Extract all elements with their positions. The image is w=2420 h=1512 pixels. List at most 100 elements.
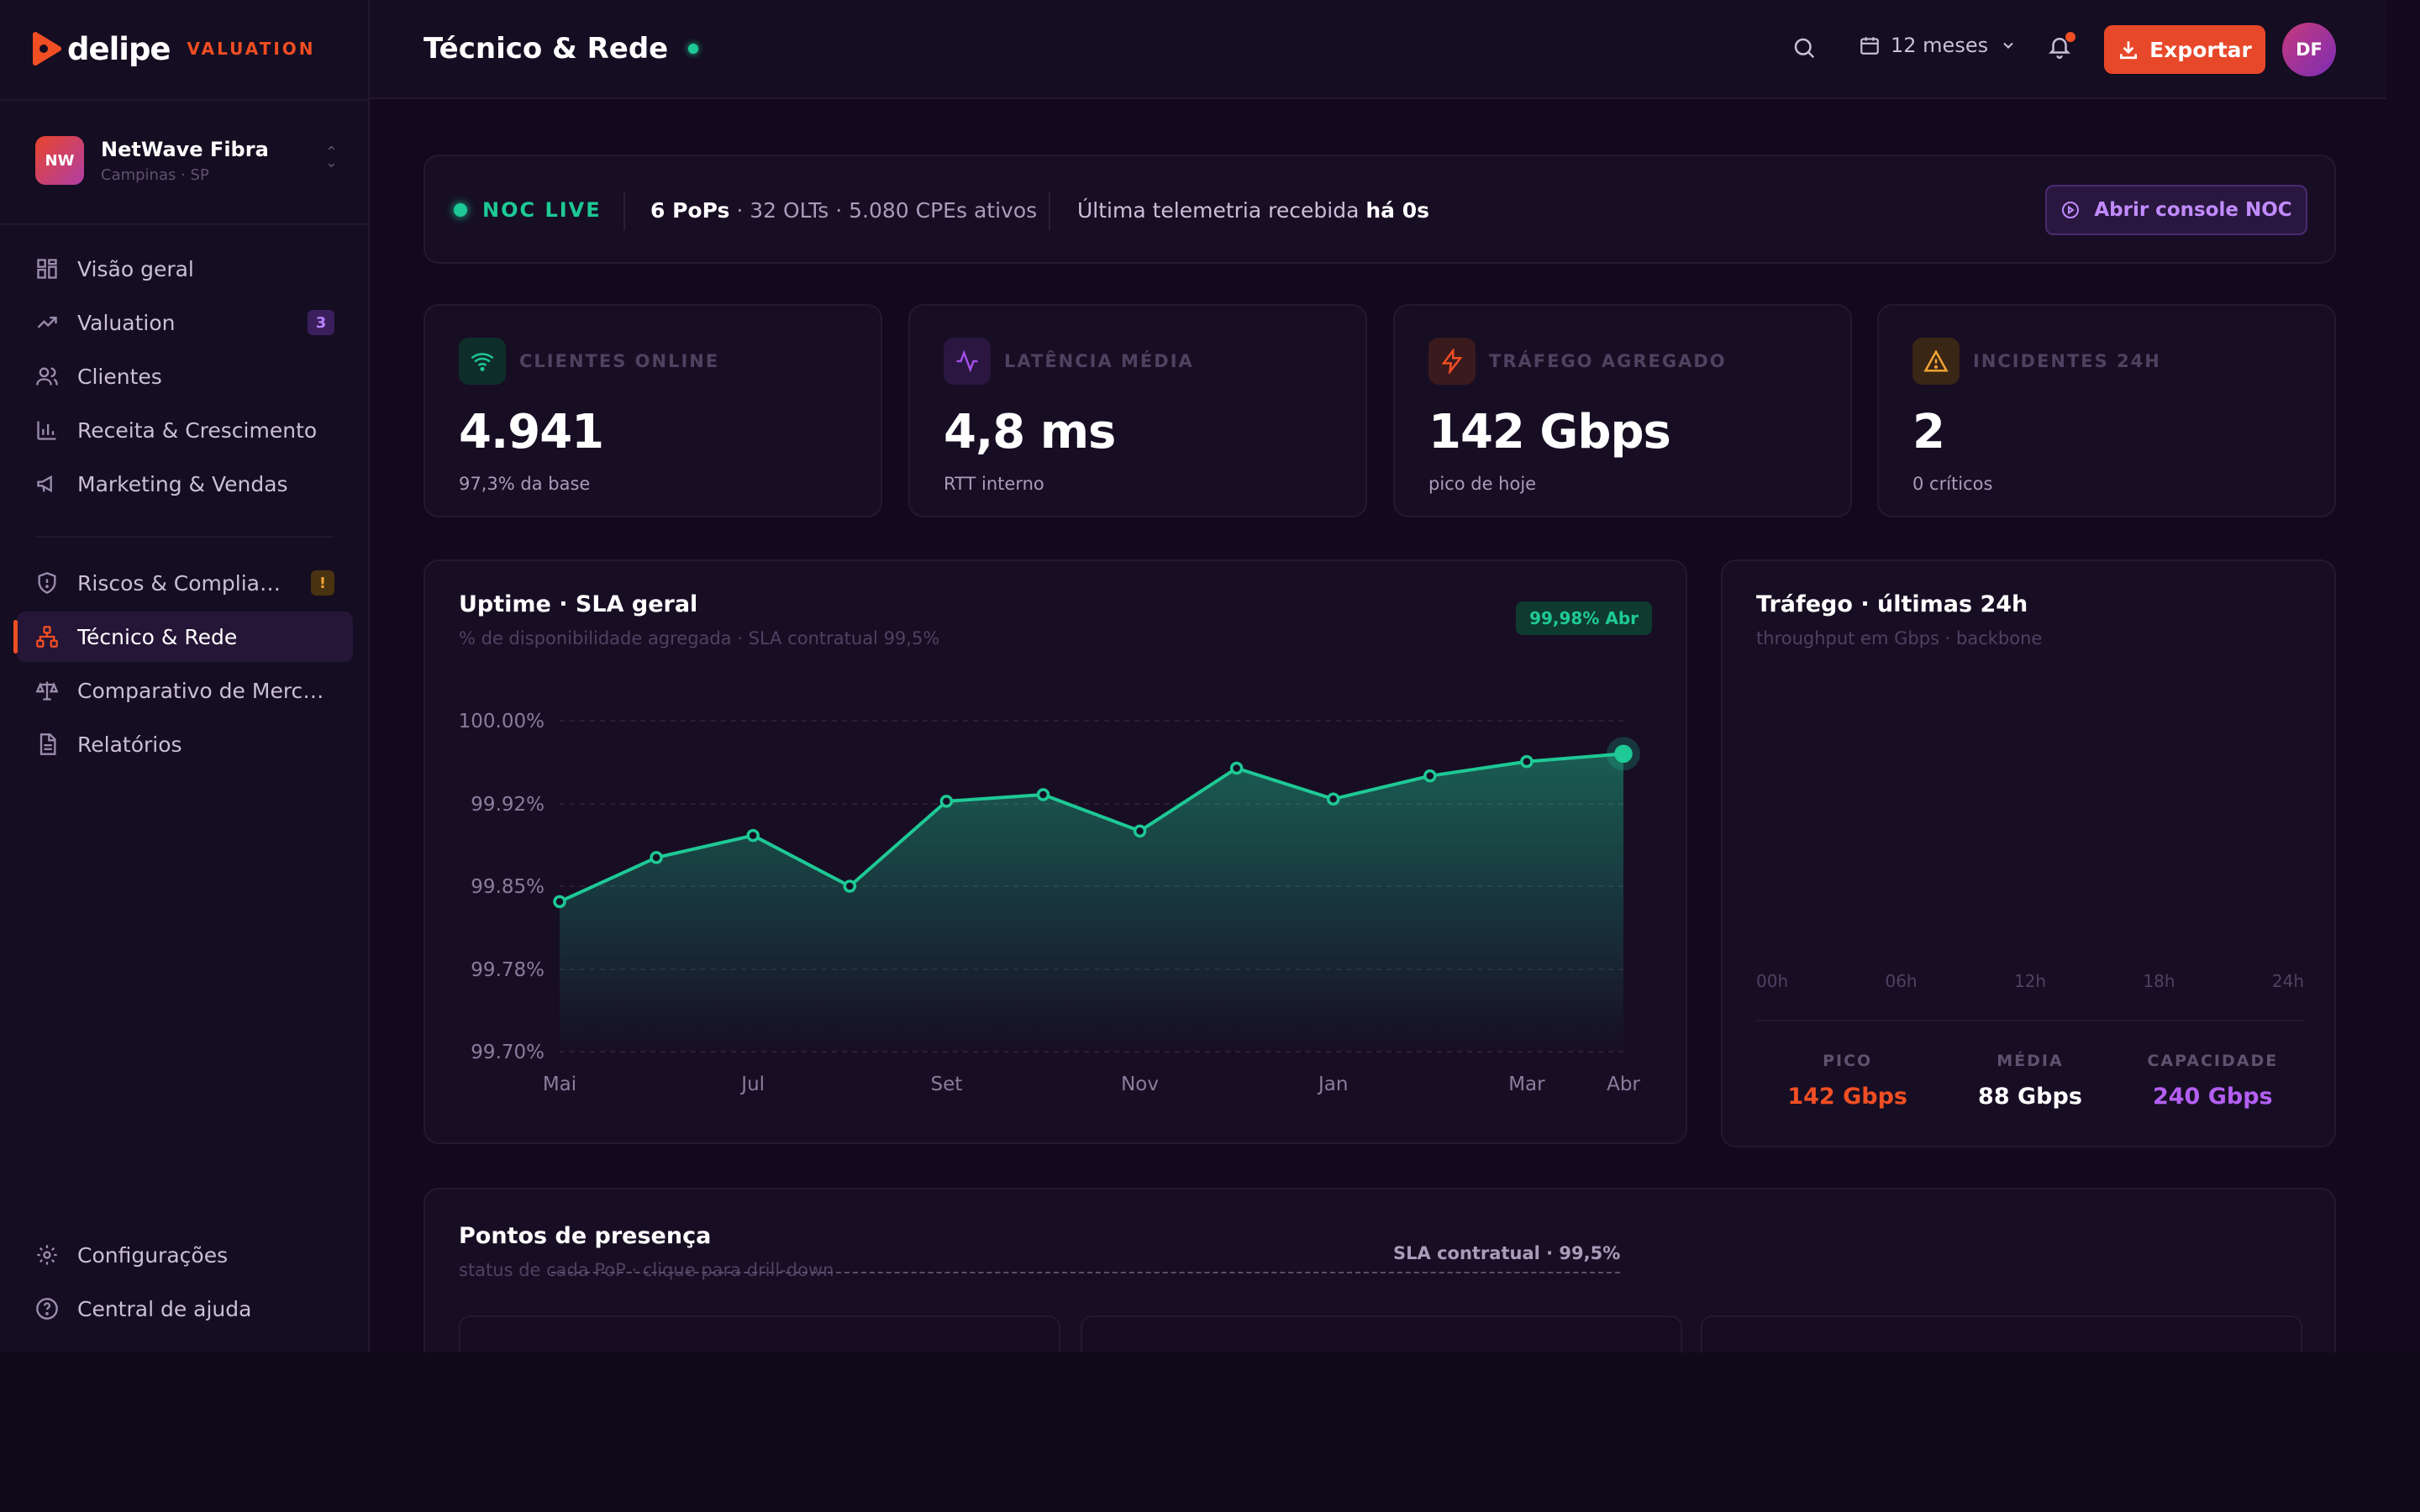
stat-label: MÉDIA: [1996, 1052, 2064, 1070]
export-label: Exportar: [2149, 37, 2252, 62]
bell-icon[interactable]: [2047, 32, 2075, 62]
zap-icon: [1428, 338, 1476, 385]
nav-secondary: Riscos & Compliance ! Técnico & Rede Com…: [13, 558, 353, 773]
wifi-icon: [459, 338, 506, 385]
brand-tag: VALUATION: [187, 39, 316, 59]
network-icon: [34, 623, 60, 650]
kpi-value: 4.941: [459, 405, 604, 459]
live-dot: [454, 203, 467, 217]
nav-item-relatorios[interactable]: Relatórios: [17, 719, 353, 769]
divider: [623, 192, 625, 230]
traffic-card: Tráfego · últimas 24h throughput em Gbps…: [1721, 559, 2336, 1147]
data-point[interactable]: [553, 895, 566, 909]
open-noc-console-button[interactable]: Abrir console NOC: [2045, 185, 2307, 235]
nav-item-riscos[interactable]: Riscos & Compliance !: [17, 558, 353, 608]
uptime-area: [560, 753, 1623, 1052]
pops-subtitle: status de cada PoP · clique para drill-d…: [459, 1260, 834, 1280]
data-point[interactable]: [843, 879, 857, 893]
x-tick-label: Nov: [1121, 1074, 1159, 1095]
noc-status-bar: NOC LIVE 6 PoPs · 32 OLTs · 5.080 CPEs a…: [424, 155, 2336, 264]
notification-dot: [2065, 32, 2075, 42]
nav-item-receita[interactable]: Receita & Crescimento: [17, 405, 353, 455]
download-icon: [2118, 39, 2139, 60]
kpi-sub: 0 críticos: [1912, 474, 1993, 494]
document-icon: [34, 731, 60, 758]
nav-item-marketing[interactable]: Marketing & Vendas: [17, 459, 353, 509]
data-point[interactable]: [1036, 788, 1050, 801]
stat-value: 88 Gbps: [1978, 1084, 2082, 1110]
search-icon[interactable]: [1791, 35, 1817, 64]
trending-up-icon: [34, 309, 60, 336]
org-avatar: NW: [35, 136, 84, 185]
pops-title: Pontos de presença: [459, 1223, 712, 1249]
export-button[interactable]: Exportar: [2104, 25, 2265, 74]
traffic-subtitle: throughput em Gbps · backbone: [1756, 628, 2043, 648]
nav-item-clientes[interactable]: Clientes: [17, 351, 353, 402]
sidebar: delipe VALUATION NW NetWave Fibra Campin…: [0, 0, 370, 1352]
data-point[interactable]: [1614, 744, 1633, 764]
data-point[interactable]: [1423, 769, 1437, 783]
hour-label: 12h: [2013, 971, 2047, 991]
y-tick-label: 99.92%: [471, 794, 544, 816]
nav-item-configuracoes[interactable]: Configurações: [17, 1230, 353, 1280]
nav-item-tecnico-rede[interactable]: Técnico & Rede: [13, 612, 353, 662]
noc-stats-rest: · 32 OLTs · 5.080 CPEs ativos: [729, 198, 1038, 223]
kpi-label: TRÁFEGO AGREGADO: [1489, 351, 1727, 371]
noc-pops: 6 PoPs: [650, 198, 730, 223]
sla-reference-label: SLA contratual · 99,5%: [1393, 1243, 1621, 1263]
org-name: NetWave Fibra: [101, 137, 269, 161]
uptime-chart-card: Uptime · SLA geral % de disponibilidade …: [424, 559, 1687, 1144]
y-tick-label: 100.00%: [459, 711, 544, 732]
app-window: delipe VALUATION NW NetWave Fibra Campin…: [0, 0, 2386, 1416]
hour-label: 06h: [1885, 971, 1918, 991]
nav-label: Comparativo de Mercado: [77, 678, 329, 703]
kpi-card-incidentes: INCIDENTES 24H 2 0 críticos: [1877, 304, 2336, 517]
nav-label: Técnico & Rede: [77, 624, 238, 649]
brand[interactable]: delipe VALUATION: [32, 25, 316, 72]
nav-label: Configurações: [77, 1242, 229, 1268]
period-selector[interactable]: 12 meses: [1859, 34, 2017, 57]
bar-chart-icon: [34, 417, 60, 444]
megaphone-icon: [34, 470, 60, 497]
x-tick-label: Jan: [1317, 1074, 1348, 1095]
divider: [1756, 1020, 2304, 1021]
noc-status: NOC LIVE: [482, 198, 602, 222]
help-icon: [34, 1295, 60, 1322]
kpi-card-trafego: TRÁFEGO AGREGADO 142 Gbps pico de hoje: [1393, 304, 1852, 517]
org-location: Campinas · SP: [101, 165, 209, 184]
divider: [0, 223, 368, 225]
y-tick-label: 99.85%: [471, 876, 544, 898]
nav-label: Valuation: [77, 310, 176, 335]
data-point[interactable]: [939, 795, 954, 808]
data-point[interactable]: [1229, 761, 1244, 775]
org-switcher[interactable]: NW NetWave Fibra Campinas · SP ⌃ ⌄: [35, 133, 338, 188]
gear-icon: [34, 1242, 60, 1268]
nav-main: Visão geral Valuation 3 Clientes Receita…: [17, 244, 353, 512]
activity-icon: [944, 338, 991, 385]
stat-value: 142 Gbps: [1787, 1084, 1907, 1110]
user-avatar[interactable]: DF: [2282, 23, 2336, 76]
shield-icon: [34, 570, 60, 596]
traffic-stat-capacidade: CAPACIDADE 240 Gbps: [2122, 1052, 2304, 1110]
kpi-label: INCIDENTES 24H: [1973, 351, 2161, 371]
nav-item-comparativo[interactable]: Comparativo de Mercado: [17, 665, 353, 716]
noc-live-indicator: NOC LIVE: [454, 198, 602, 222]
data-point[interactable]: [650, 851, 663, 864]
x-tick-label: Set: [930, 1074, 962, 1095]
nav-label: Receita & Crescimento: [77, 417, 318, 443]
traffic-stat-pico: PICO 142 Gbps: [1756, 1052, 1939, 1110]
nav-item-ajuda[interactable]: Central de ajuda: [17, 1284, 353, 1334]
data-point[interactable]: [1133, 824, 1147, 838]
live-status-dot: [688, 44, 699, 54]
telemetry-prefix: Última telemetria recebida: [1077, 198, 1366, 223]
y-tick-label: 99.78%: [471, 959, 544, 981]
data-point[interactable]: [746, 828, 760, 843]
data-point[interactable]: [1326, 792, 1340, 806]
nav-item-visao-geral[interactable]: Visão geral: [17, 244, 353, 294]
uptime-chart: 100.00% 99.92% 99.85% 99.78% 99.70% Mai Jul Se…: [459, 711, 1641, 1095]
data-point[interactable]: [1520, 754, 1534, 769]
nav-item-valuation[interactable]: Valuation 3: [17, 297, 353, 348]
chart-title: Uptime · SLA geral: [459, 591, 698, 617]
y-tick-label: 99.70%: [471, 1042, 544, 1063]
play-circle-icon: [2060, 200, 2081, 220]
